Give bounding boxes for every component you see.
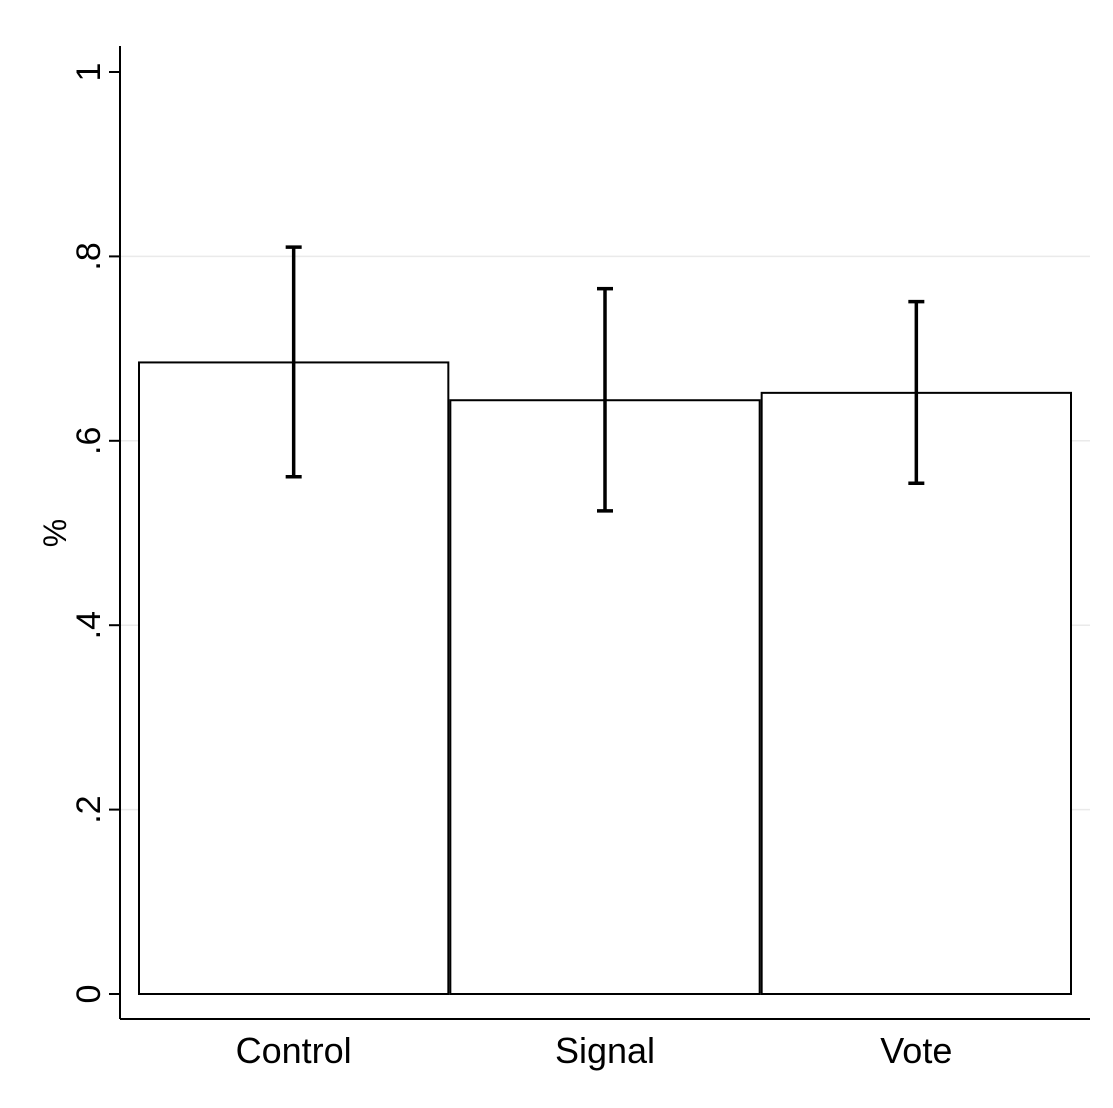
- error-bar-control: [285, 245, 302, 479]
- x-tick-label: Vote: [880, 1030, 952, 1071]
- bar-vote: [760, 391, 1073, 995]
- error-bar-signal: [597, 286, 613, 513]
- y-tick-label: .4: [70, 611, 108, 639]
- x-tick-labels: Control Signal Vote: [236, 1030, 953, 1071]
- y-ticks: 0 .2 .4 .6 .8 1: [70, 63, 120, 1004]
- y-tick-label: .2: [70, 795, 108, 823]
- axes: [119, 46, 1090, 1020]
- y-tick-label: .6: [70, 427, 108, 455]
- y-tick-label: 0: [70, 985, 108, 1004]
- y-tick-label: 1: [70, 63, 108, 82]
- error-bar-vote: [908, 299, 925, 485]
- x-tick-label: Signal: [555, 1030, 655, 1071]
- x-tick-label: Control: [236, 1030, 352, 1071]
- y-tick-label: .8: [70, 242, 108, 270]
- y-axis-title: %: [37, 519, 73, 547]
- error-bars: [285, 245, 925, 513]
